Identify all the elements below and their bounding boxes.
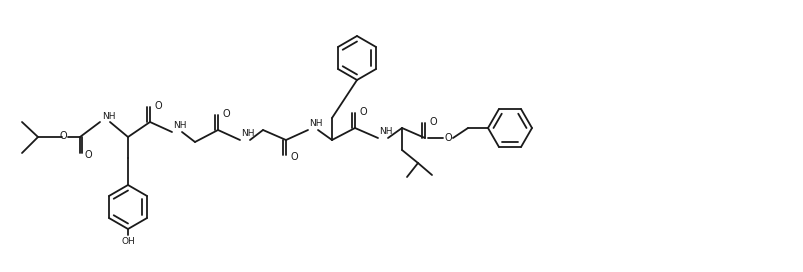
- Text: O: O: [360, 107, 367, 117]
- Text: O: O: [222, 109, 230, 119]
- Text: O: O: [443, 133, 451, 143]
- Text: NH: NH: [378, 128, 392, 137]
- Text: NH: NH: [173, 122, 186, 131]
- Text: O: O: [59, 131, 67, 141]
- Text: OH: OH: [121, 237, 135, 246]
- Text: O: O: [291, 152, 298, 162]
- Text: NH: NH: [308, 119, 322, 128]
- Text: NH: NH: [102, 113, 116, 122]
- Text: O: O: [85, 150, 92, 160]
- Text: O: O: [430, 117, 437, 127]
- Text: NH: NH: [241, 129, 255, 138]
- Text: O: O: [155, 101, 162, 111]
